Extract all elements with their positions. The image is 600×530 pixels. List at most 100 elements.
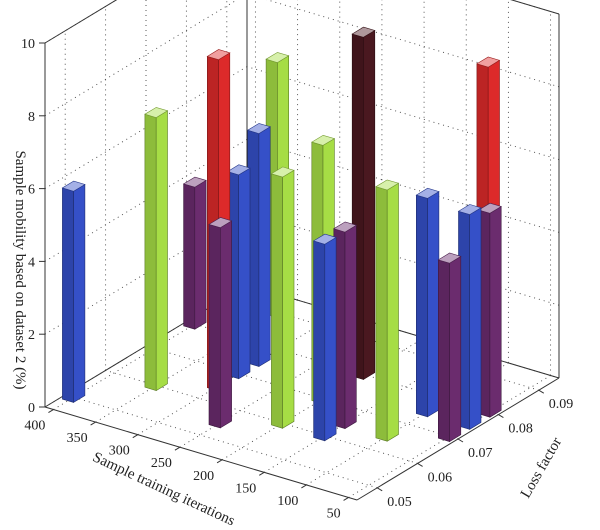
bar-top-face	[265, 52, 290, 63]
bar-front-face	[282, 169, 295, 429]
bar	[415, 187, 440, 418]
wall-grid-line	[266, 0, 560, 88]
wall-grid-line	[246, 66, 560, 161]
y-tick-label: 0.09	[549, 397, 574, 412]
bar-top-face	[226, 164, 251, 176]
y-axis-label: Loss factor	[518, 435, 565, 501]
bar	[333, 221, 358, 430]
bar-side-face	[271, 173, 283, 429]
floor-grid-line	[145, 345, 459, 440]
bar	[312, 233, 337, 442]
y-tick-label: 0.07	[468, 446, 493, 461]
bar-top-face	[311, 134, 336, 146]
z-axis-label: Sample mobility based on dataset 2 (%)	[12, 150, 28, 389]
wall-grid-line	[44, 0, 118, 44]
bar-front-face	[449, 255, 462, 443]
bar	[457, 204, 482, 430]
bar-top-face	[437, 252, 462, 264]
bar	[61, 180, 86, 403]
bar-side-face	[208, 223, 221, 429]
bar-side-face	[313, 240, 326, 442]
bar-top-face	[333, 221, 358, 233]
bar-top-face	[182, 176, 207, 188]
bar-top-face	[457, 204, 482, 215]
bar-top-face	[246, 123, 271, 134]
x-tick-label: 300	[109, 444, 130, 459]
bar-top-face	[375, 179, 400, 191]
bar-front-face	[469, 207, 482, 430]
x-tick-label: 200	[193, 469, 214, 484]
bar	[182, 176, 207, 330]
bar-top-face	[477, 202, 502, 214]
bar-front-face	[427, 191, 440, 418]
bar-front-face	[155, 110, 168, 392]
bar	[437, 252, 462, 443]
z-tick-label: 6	[28, 183, 35, 198]
y-tick-mark	[538, 389, 545, 394]
x-tick-mark	[90, 421, 96, 426]
axis-frame-edge	[246, 284, 560, 379]
bar-front-face	[489, 205, 502, 418]
bar-top-face	[270, 166, 295, 178]
y-tick-mark	[417, 462, 423, 467]
wall-grid-line	[510, 0, 560, 15]
axis-frame-edge	[44, 0, 118, 44]
bar-top-face	[312, 233, 337, 245]
bar-top-face	[415, 187, 440, 199]
bar-side-face	[144, 113, 157, 392]
bar-top-face	[61, 180, 86, 192]
bar	[246, 123, 271, 368]
bar-front-face	[194, 179, 207, 330]
bar	[477, 202, 502, 418]
bar-front-face	[238, 167, 251, 380]
bar	[208, 217, 233, 429]
y-tick-label: 0.05	[387, 495, 412, 510]
z-tick-label: 4	[28, 255, 35, 270]
bar-side-face	[437, 259, 450, 443]
bar-front-face	[220, 220, 232, 429]
y-tick-label: 0.06	[428, 470, 453, 485]
y-tick-mark	[498, 414, 504, 419]
x-tick-label: 150	[235, 481, 256, 496]
bar-top-face	[476, 56, 501, 68]
bar-front-face	[363, 29, 376, 381]
x-tick-mark	[132, 434, 139, 439]
bar	[351, 26, 376, 381]
x-tick-mark	[48, 409, 54, 413]
bars-layer	[61, 26, 502, 443]
x-tick-mark	[301, 484, 307, 489]
y-tick-mark	[457, 438, 464, 443]
bar	[144, 107, 169, 392]
z-tick-label: 10	[21, 37, 35, 52]
z-tick-label: 8	[28, 110, 35, 125]
x-tick-label: 50	[327, 506, 341, 521]
x-tick-mark	[258, 471, 265, 476]
bar-side-face	[375, 186, 388, 442]
x-tick-label: 100	[277, 494, 298, 509]
x-tick-label: 400	[24, 419, 45, 434]
axis-frame-edge	[44, 406, 358, 501]
bar	[375, 179, 400, 442]
bar-top-face	[206, 49, 231, 61]
x-tick-label: 350	[67, 431, 88, 446]
bar-top-face	[144, 107, 169, 118]
x-tick-mark	[174, 446, 181, 451]
bar-front-face	[386, 182, 399, 442]
z-tick-label: 2	[28, 328, 35, 343]
x-tick-mark	[216, 459, 223, 464]
bar-front-face	[258, 126, 271, 368]
z-tick-label: 0	[28, 401, 35, 416]
x-tick-mark	[343, 497, 349, 501]
bar-front-face	[73, 183, 86, 403]
axis-frame-edge	[510, 0, 560, 15]
bar-front-face	[344, 224, 357, 430]
bar-side-face	[183, 183, 196, 330]
y-tick-label: 0.08	[508, 422, 533, 437]
bar-side-face	[62, 187, 74, 403]
y-tick-mark	[376, 487, 383, 492]
bar-top-face	[351, 26, 376, 38]
x-tick-label: 250	[151, 456, 172, 471]
bar-front-face	[324, 236, 337, 442]
bar	[270, 166, 295, 429]
